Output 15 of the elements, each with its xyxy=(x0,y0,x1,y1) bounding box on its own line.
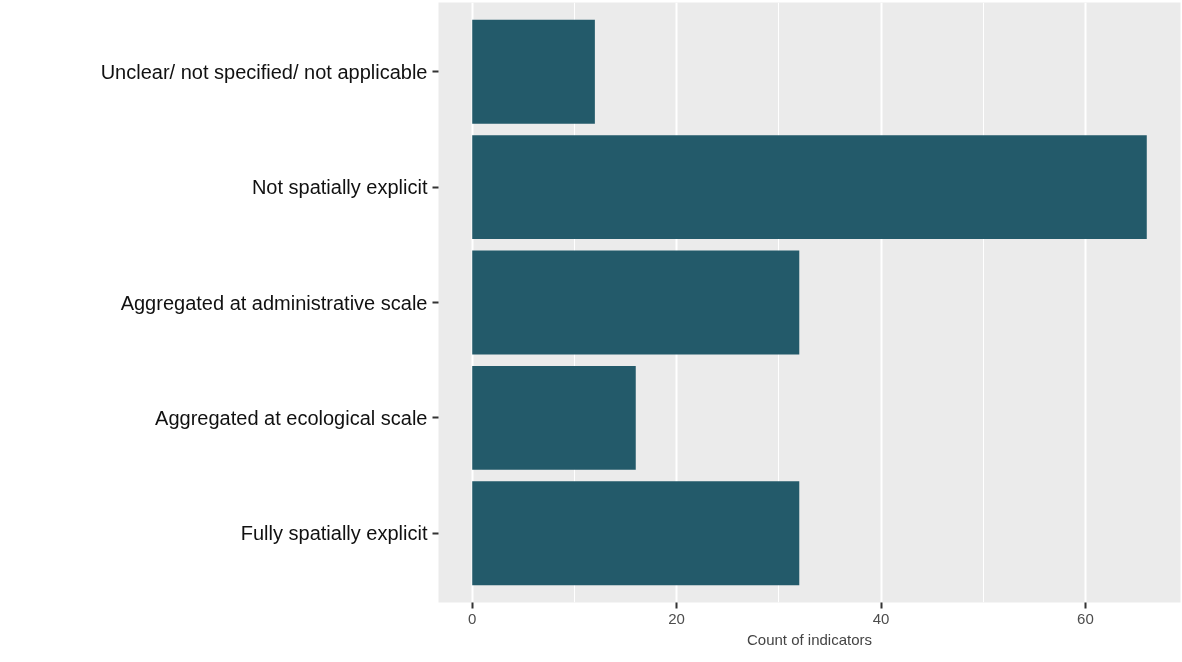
x-tick-label: 40 xyxy=(872,609,890,627)
bar xyxy=(472,481,800,586)
y-tick-label: Aggregated at ecological scale xyxy=(155,406,428,429)
bar xyxy=(472,19,595,124)
y-tick-label: Fully spatially explicit xyxy=(240,522,428,545)
bar xyxy=(472,365,636,470)
bar xyxy=(472,250,800,355)
x-tick-label: 60 xyxy=(1077,609,1094,627)
y-tick-label: Unclear/ not specified/ not applicable xyxy=(100,60,428,83)
bar xyxy=(472,135,1147,240)
y-tick-label: Aggregated at administrative scale xyxy=(120,291,428,314)
x-tick-label: 20 xyxy=(668,609,685,627)
y-tick-label: Not spatially explicit xyxy=(251,176,428,199)
x-axis-title: Count of indicators xyxy=(746,630,873,648)
x-tick-label: 0 xyxy=(468,609,477,627)
